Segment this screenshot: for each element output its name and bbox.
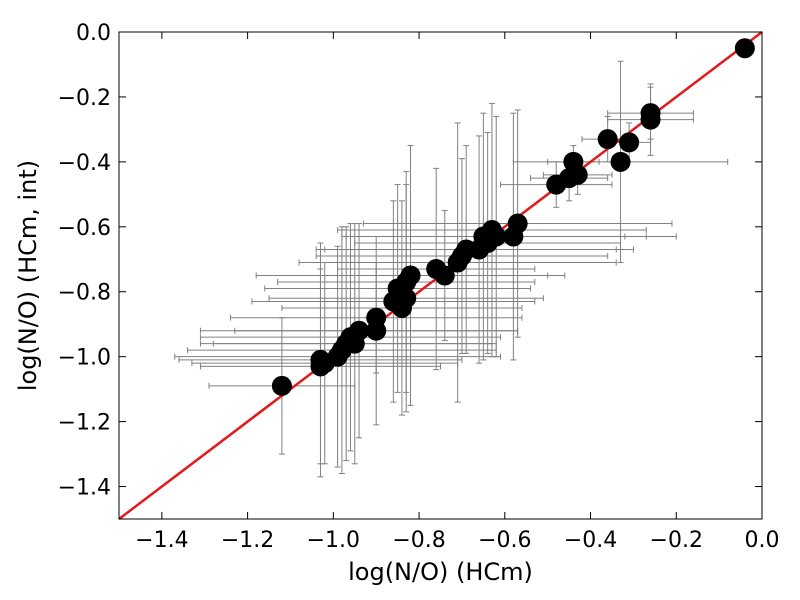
x-tick-label: −0.2 (650, 528, 703, 553)
x-tick-label: 0.0 (745, 528, 780, 553)
x-tick-label: −0.4 (564, 528, 617, 553)
y-tick-label: −0.4 (58, 151, 111, 176)
data-point (610, 151, 631, 172)
x-tick-label: −0.8 (392, 528, 445, 553)
x-axis-label: log(N/O) (HCm) (348, 558, 533, 586)
y-tick-label: 0.0 (76, 21, 111, 46)
x-tick-label: −0.6 (478, 528, 531, 553)
data-point (366, 320, 387, 341)
x-tick-labels: −1.4 −1.2 −1.0 −0.8 −0.6 −0.4 −0.2 0.0 (135, 528, 779, 553)
y-tick-label: −0.8 (58, 281, 111, 306)
data-points (271, 38, 755, 396)
plot-frame (118, 31, 763, 520)
data-point (486, 226, 507, 247)
y-tick-label: −0.2 (58, 86, 111, 111)
data-point (271, 375, 292, 396)
y-tick-label: −1.0 (58, 346, 111, 371)
data-point (640, 103, 661, 124)
y-axis-label: log(N/O) (HCm, int) (14, 160, 42, 391)
y-tick-labels: 0.0 −0.2 −0.4 −0.6 −0.8 −1.0 −1.2 −1.4 (58, 21, 111, 501)
x-tick-label: −1.4 (135, 528, 188, 553)
data-point (396, 288, 417, 309)
data-point (507, 213, 528, 234)
data-point (434, 265, 455, 286)
data-point (597, 129, 618, 150)
y-tick-label: −1.2 (58, 411, 111, 436)
data-point (349, 320, 370, 341)
data-point (567, 164, 588, 185)
data-point (619, 132, 640, 153)
y-tick-label: −1.4 (58, 476, 111, 501)
data-point (734, 38, 755, 59)
x-tick-label: −1.0 (307, 528, 360, 553)
y-tick-label: −0.6 (58, 216, 111, 241)
data-point (400, 265, 421, 286)
x-tick-label: −1.2 (221, 528, 274, 553)
